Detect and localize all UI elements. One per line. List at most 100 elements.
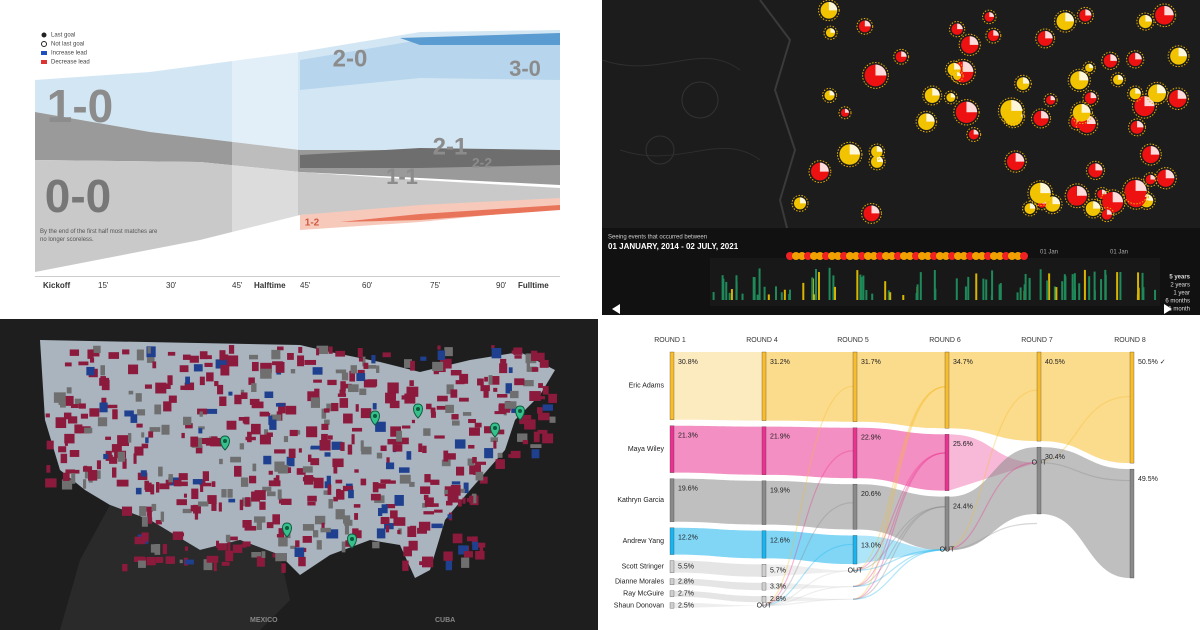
event-halo [1031,108,1052,129]
event-slice [1165,169,1175,179]
county [105,450,112,461]
event-halo [1110,72,1126,88]
county [206,408,218,414]
timeline-dot [852,252,860,260]
county [184,382,195,391]
county [396,430,403,442]
county [517,433,528,442]
county [314,515,326,525]
event-halo [985,27,1002,44]
timeline-range: 01 JANUARY, 2014 - 02 JULY, 2021 [608,242,739,251]
county [158,466,163,477]
county [341,541,346,553]
timeline-event [1073,273,1076,300]
timeline-dot [1008,252,1016,260]
timeline-dot [822,252,830,260]
county [167,375,173,386]
county [447,514,452,519]
period-option[interactable]: 5 years [1169,275,1190,281]
county [331,441,343,450]
timeline-event [774,286,777,300]
value-label: 21.3% [678,433,698,440]
event-slice [1093,201,1101,209]
county [410,360,415,371]
county [344,523,349,535]
lead-area [400,33,560,45]
county [419,561,427,566]
county [361,446,372,455]
county [437,350,446,361]
county [445,560,453,571]
next-button[interactable] [1164,304,1172,314]
timeline-dot [792,252,800,260]
county [462,412,472,416]
county [161,383,171,389]
county [101,397,107,403]
score-label: 2-1 [433,133,468,160]
county [475,471,484,481]
flow-out [766,564,853,577]
timeline-dot [1020,252,1028,260]
event-halo [950,69,964,83]
timeline-dot [900,252,908,260]
county [321,433,328,442]
node-bar [1129,468,1135,579]
timeline-dot [906,252,914,260]
timeline-event [860,276,863,300]
timeline-dot [972,252,980,260]
prev-button[interactable] [612,304,620,314]
boundary [681,81,719,119]
timeline-event [862,275,865,300]
county [339,398,349,408]
value-label: 19.9% [770,488,790,495]
value-label: 3.3% [770,583,786,590]
county [537,429,548,434]
county [244,525,257,531]
county [63,395,74,406]
timeline-event [1061,281,1064,300]
score-label: 3-0 [509,56,541,81]
county [149,427,161,432]
county [232,544,243,553]
timeline-dot [912,252,920,260]
event-slice [1041,110,1049,119]
timeline-event [967,276,970,300]
node-bar [669,602,675,609]
event-halo [1152,3,1177,28]
county [219,350,226,361]
county [195,445,203,454]
county [531,367,539,372]
county [74,424,83,434]
node-bar [669,478,675,522]
timeline-event [933,269,936,300]
event-halo [1145,81,1169,105]
county [375,483,386,489]
county [352,528,359,536]
period-option[interactable]: 6 months [1165,299,1190,305]
legend-marker [41,51,47,55]
county [422,445,427,454]
timeline-event [1119,271,1122,300]
county [340,381,346,392]
county [183,493,187,498]
county [462,497,466,504]
county [378,507,383,517]
county [136,349,144,361]
county [426,403,432,410]
county [463,551,473,558]
county [135,487,142,495]
period-option[interactable]: 2 years [1170,283,1190,289]
timeline-event [1116,272,1119,300]
event-slice [1145,14,1152,22]
timeline-event [828,267,831,300]
county [181,432,185,439]
score-label: 2-0 [333,45,368,72]
county [242,541,251,547]
county [96,460,101,470]
goals-chart: Last goal Not last goal Increase lead De… [35,25,560,290]
period-option[interactable]: 1 month [1168,307,1190,313]
flow-out [857,535,945,565]
county [206,372,214,382]
event-slice [1065,12,1075,22]
period-option[interactable]: 1 year [1173,291,1190,297]
